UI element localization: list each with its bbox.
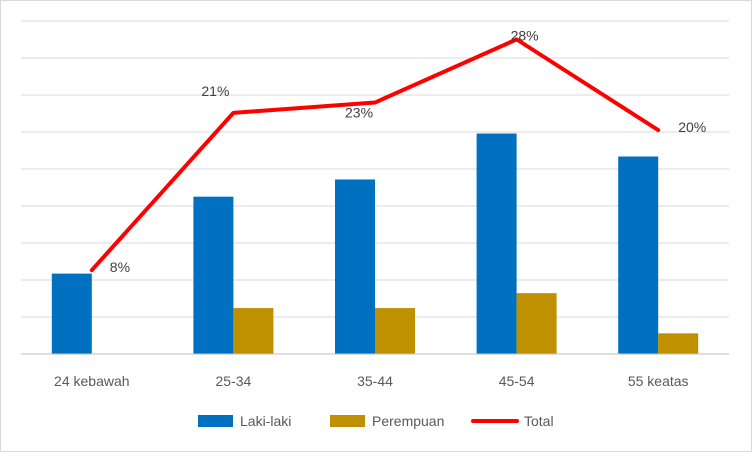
x-tick-label-1: 25-34: [215, 373, 251, 389]
bar-laki-laki-1: [193, 197, 233, 354]
x-tick-label-3: 45-54: [499, 373, 535, 389]
total-data-label-2: 23%: [345, 105, 373, 121]
bar-laki-laki-4: [618, 156, 658, 354]
legend-swatch-laki-laki: [198, 415, 233, 427]
legend-label-laki-laki: Laki-laki: [240, 413, 291, 429]
legend-label-total: Total: [524, 413, 554, 429]
total-line-layer: [92, 39, 659, 270]
x-tick-labels: 24 kebawah 25-34 35-44 45-54 55 keatas: [54, 373, 689, 389]
total-data-label-4: 20%: [678, 119, 706, 135]
total-data-label-0: 8%: [110, 259, 130, 275]
x-tick-label-2: 35-44: [357, 373, 393, 389]
bar-perempuan-2: [375, 308, 415, 354]
legend: Laki-laki Perempuan Total: [198, 413, 554, 429]
total-data-label-1: 21%: [201, 83, 229, 99]
total-data-label-3: 28%: [511, 27, 539, 43]
x-tick-label-4: 55 keatas: [628, 373, 689, 389]
bar-perempuan-4: [658, 333, 698, 354]
x-tick-label-0: 24 kebawah: [54, 373, 130, 389]
bar-perempuan-1: [233, 308, 273, 354]
legend-label-perempuan: Perempuan: [372, 413, 444, 429]
bar-laki-laki-0: [52, 274, 92, 354]
bar-perempuan-3: [517, 293, 557, 354]
legend-swatch-perempuan: [330, 415, 365, 427]
bar-laki-laki-2: [335, 179, 375, 354]
bar-laki-laki-3: [477, 134, 517, 354]
bars: [52, 134, 698, 354]
